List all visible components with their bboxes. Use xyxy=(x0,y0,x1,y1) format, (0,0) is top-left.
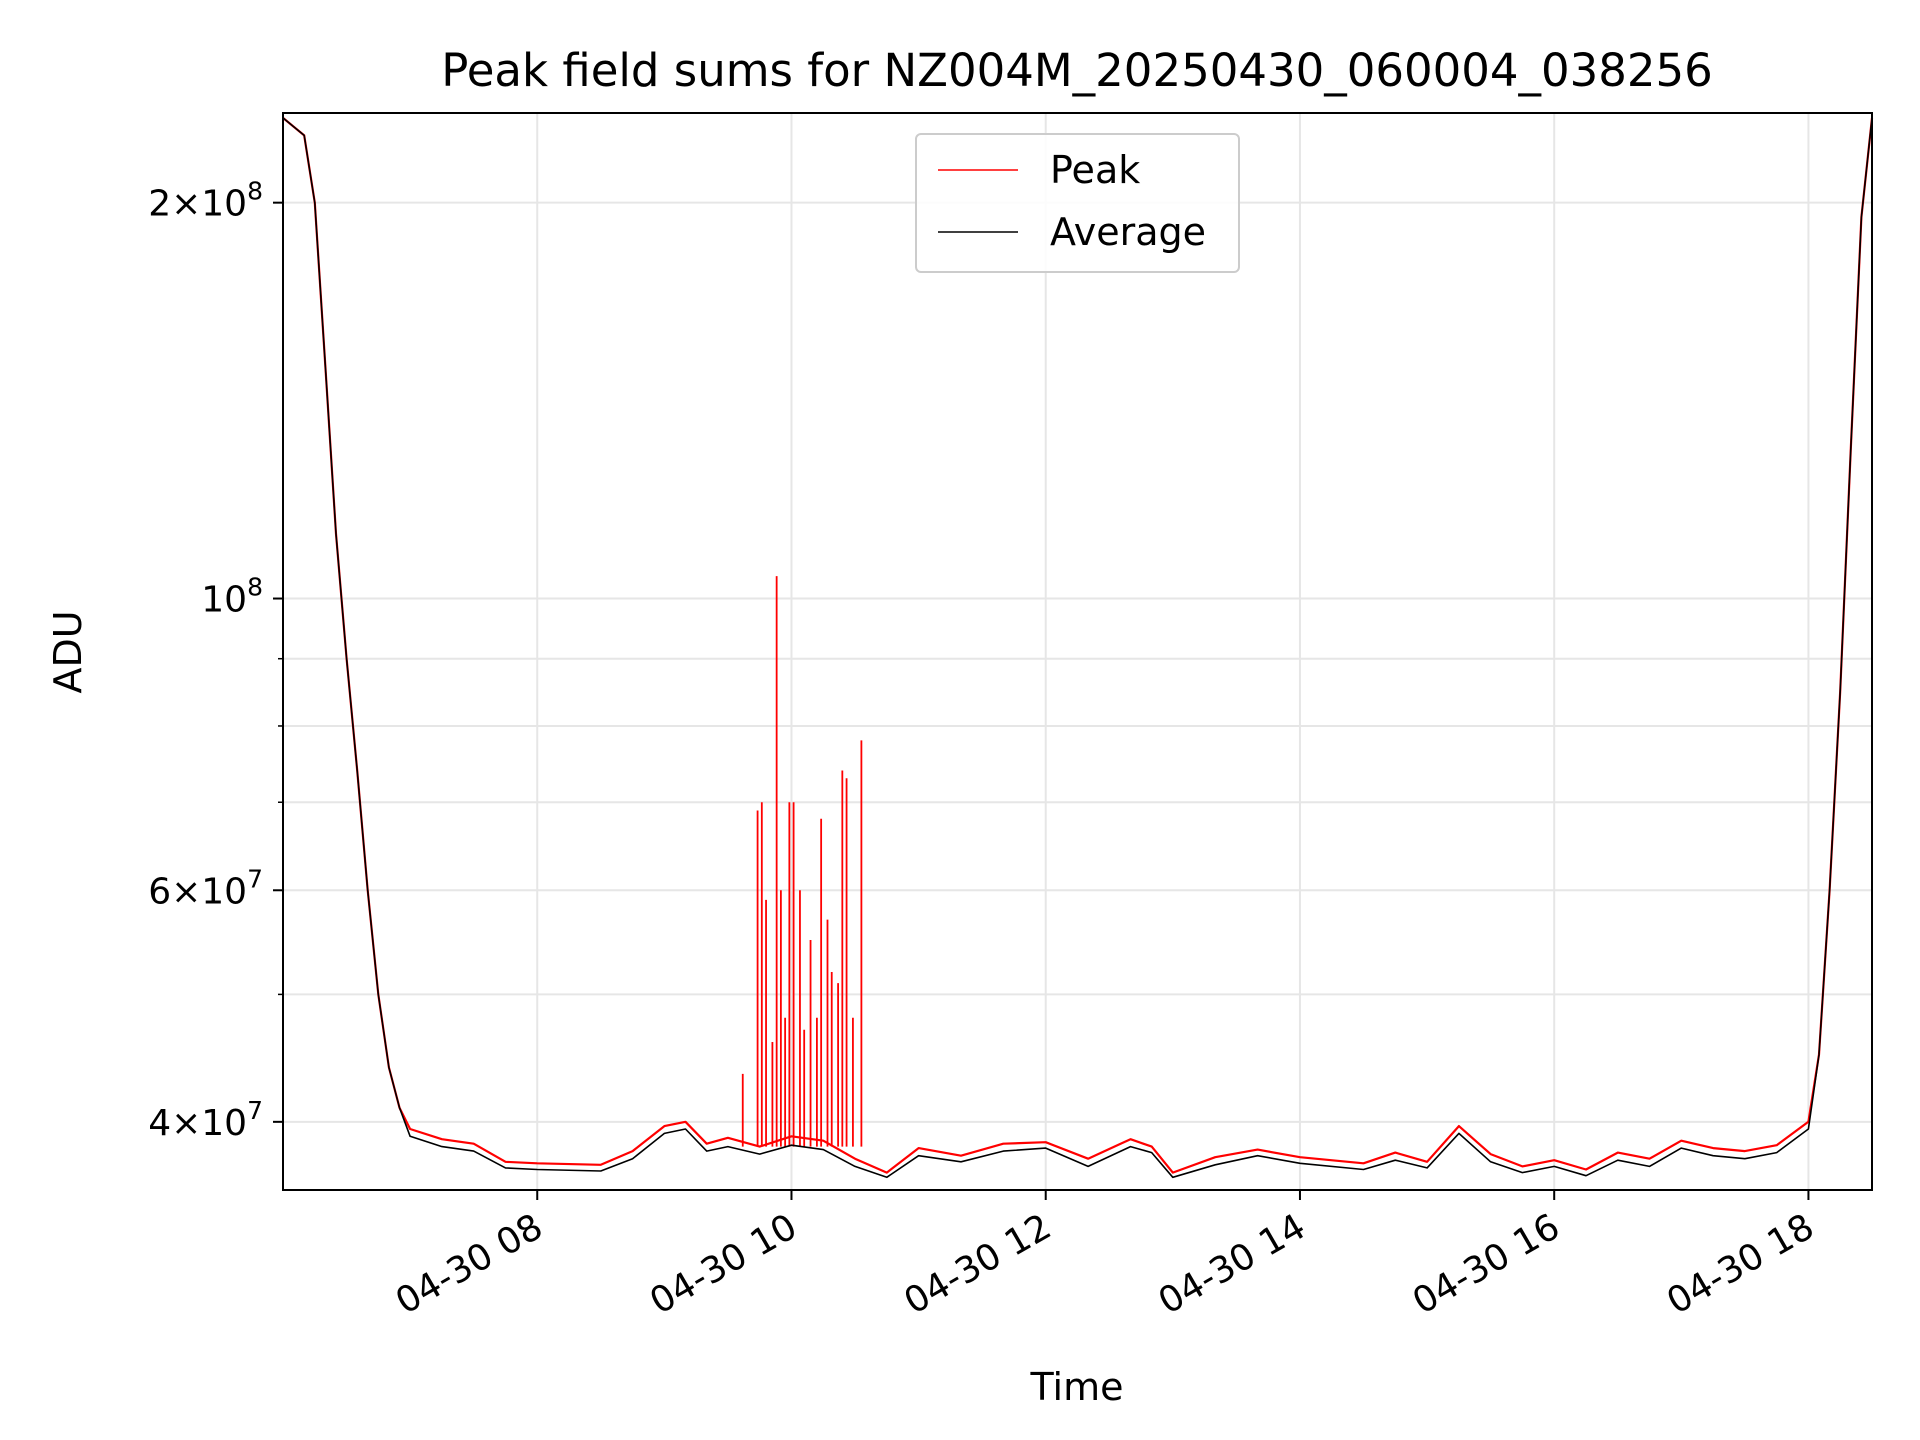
x-axis-label: Time xyxy=(1030,1365,1124,1409)
legend: Peak Average xyxy=(915,133,1240,273)
y-tick-label: 6×107 xyxy=(148,864,263,912)
plot-frame xyxy=(282,112,1873,1191)
legend-label-average: Average xyxy=(1050,210,1206,254)
y-tick-label: 2×108 xyxy=(148,177,263,225)
y-tick-label: 4×107 xyxy=(148,1096,263,1144)
series-layer xyxy=(282,117,1874,1179)
y-axis-label: ADU xyxy=(46,610,90,693)
legend-label-peak: Peak xyxy=(1050,148,1140,192)
peak-spikes xyxy=(741,576,863,1147)
series-line-average xyxy=(282,117,1873,1179)
chart-title: Peak field sums for NZ004M_20250430_0600… xyxy=(441,44,1713,97)
legend-box xyxy=(915,133,1240,273)
